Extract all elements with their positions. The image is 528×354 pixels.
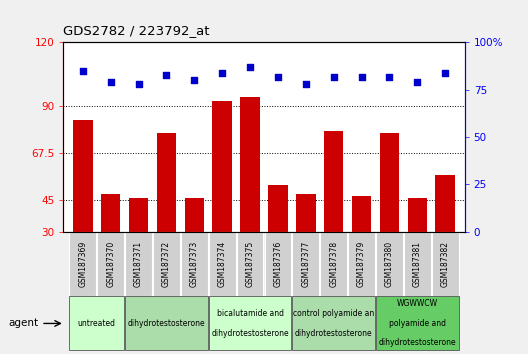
Text: GSM187377: GSM187377	[301, 241, 310, 287]
Text: GSM187370: GSM187370	[106, 241, 115, 287]
Text: control polyamide an: control polyamide an	[293, 309, 374, 318]
Bar	[268, 185, 288, 232]
Text: polyamide and: polyamide and	[389, 319, 446, 328]
Bar	[265, 232, 291, 296]
Text: GSM187373: GSM187373	[190, 241, 199, 287]
Bar	[436, 175, 455, 232]
Text: GSM187382: GSM187382	[441, 241, 450, 287]
Bar	[73, 120, 92, 232]
Text: GSM187374: GSM187374	[218, 241, 227, 287]
Text: GSM187371: GSM187371	[134, 241, 143, 287]
Point	[385, 74, 394, 79]
Bar	[129, 198, 148, 232]
Point	[329, 74, 338, 79]
Text: untreated: untreated	[78, 319, 116, 328]
Bar	[97, 232, 124, 296]
Bar	[320, 232, 347, 296]
Bar	[157, 133, 176, 232]
Point	[134, 81, 143, 87]
Bar	[209, 296, 291, 350]
Point	[301, 81, 310, 87]
Text: WGWWCW: WGWWCW	[397, 299, 438, 308]
Bar	[181, 232, 208, 296]
Text: GDS2782 / 223792_at: GDS2782 / 223792_at	[63, 24, 210, 36]
Bar	[348, 232, 375, 296]
Text: GSM187369: GSM187369	[78, 241, 87, 287]
Point	[107, 79, 115, 85]
Bar	[70, 232, 96, 296]
Text: GSM187381: GSM187381	[413, 241, 422, 287]
Text: dihydrotestosterone: dihydrotestosterone	[295, 329, 372, 338]
Point	[218, 70, 227, 75]
Bar	[293, 232, 319, 296]
Bar	[240, 97, 260, 232]
Bar	[352, 196, 371, 232]
Bar	[125, 232, 152, 296]
Text: GSM187379: GSM187379	[357, 241, 366, 287]
Bar	[376, 232, 403, 296]
Text: GSM187375: GSM187375	[246, 241, 254, 287]
Text: dihydrotestosterone: dihydrotestosterone	[128, 319, 205, 328]
Bar	[125, 296, 208, 350]
Text: GSM187378: GSM187378	[329, 241, 338, 287]
Point	[441, 70, 449, 75]
Bar	[408, 198, 427, 232]
Point	[162, 72, 171, 78]
Point	[190, 78, 199, 83]
Point	[357, 74, 366, 79]
Bar	[380, 133, 399, 232]
Text: GSM187380: GSM187380	[385, 241, 394, 287]
Point	[274, 74, 282, 79]
Text: GSM187372: GSM187372	[162, 241, 171, 287]
Bar	[432, 232, 458, 296]
Text: dihydrotestosterone: dihydrotestosterone	[379, 338, 456, 347]
Text: GSM187376: GSM187376	[274, 241, 282, 287]
Bar	[404, 232, 431, 296]
Point	[246, 64, 254, 70]
Text: dihydrotestosterone: dihydrotestosterone	[211, 329, 289, 338]
Bar	[293, 296, 375, 350]
Bar	[153, 232, 180, 296]
Bar	[209, 232, 235, 296]
Bar	[101, 194, 120, 232]
Bar	[376, 296, 458, 350]
Point	[413, 79, 421, 85]
Bar	[324, 131, 343, 232]
Bar	[296, 194, 316, 232]
Text: bicalutamide and: bicalutamide and	[216, 309, 284, 318]
Text: agent: agent	[8, 319, 38, 329]
Bar	[185, 198, 204, 232]
Bar	[212, 101, 232, 232]
Point	[79, 68, 87, 74]
Bar	[237, 232, 263, 296]
Bar	[70, 296, 124, 350]
